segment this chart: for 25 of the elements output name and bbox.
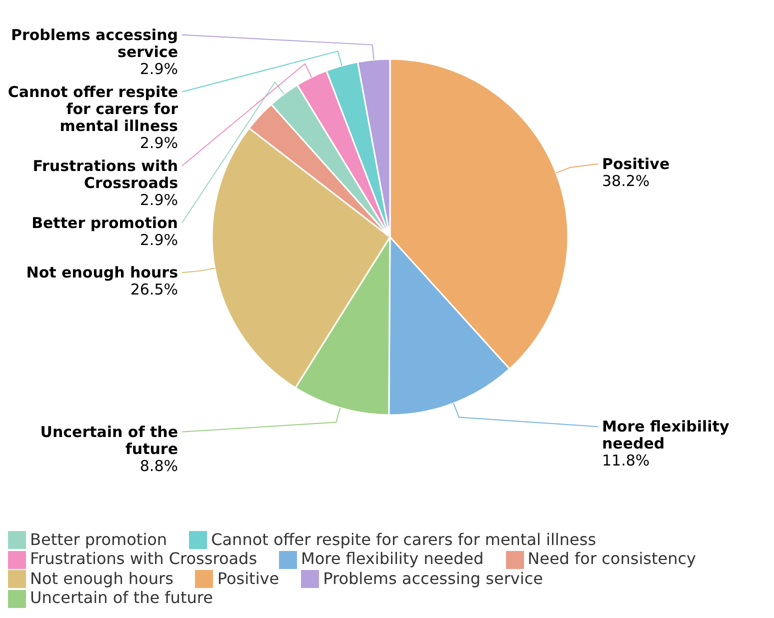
data-label: 11.8% (602, 452, 650, 470)
slice-label: Frustrations with Crossroads (32, 156, 178, 192)
data-label: 2.9% (140, 60, 178, 78)
data-label: 26.5% (130, 280, 178, 299)
legend-label: Uncertain of the future (30, 588, 213, 608)
data-label: 2.9% (140, 190, 178, 209)
legend-label: Need for consistency (528, 549, 696, 568)
slice-label: Problems accessing service (10, 26, 178, 61)
legend-label: Cannot offer respite for carers for mental illness (211, 530, 596, 548)
slice-label: Better promotion (32, 214, 178, 232)
legend-label: More flexibility needed (301, 549, 484, 568)
legend-label: Positive (217, 568, 280, 588)
data-label: 8.8% (140, 456, 178, 475)
legend-label: Better promotion (30, 530, 168, 548)
data-label: 2.9% (140, 134, 178, 152)
data-label: 38.2% (602, 172, 650, 190)
legend-label: Not enough hours (30, 568, 174, 588)
slice-label: More flexibility needed (602, 418, 730, 453)
data-label: 2.9% (140, 230, 178, 249)
legend-label: Problems accessing service (323, 568, 543, 588)
slice-label: Not enough hours (26, 264, 178, 282)
slice-label: Positive (602, 154, 670, 173)
slice-label: Uncertain of the future (40, 422, 178, 458)
legend-label: Frustrations with Crossroads (30, 549, 258, 568)
slice-label: Cannot offer respite for carers for mental illness (8, 82, 179, 135)
